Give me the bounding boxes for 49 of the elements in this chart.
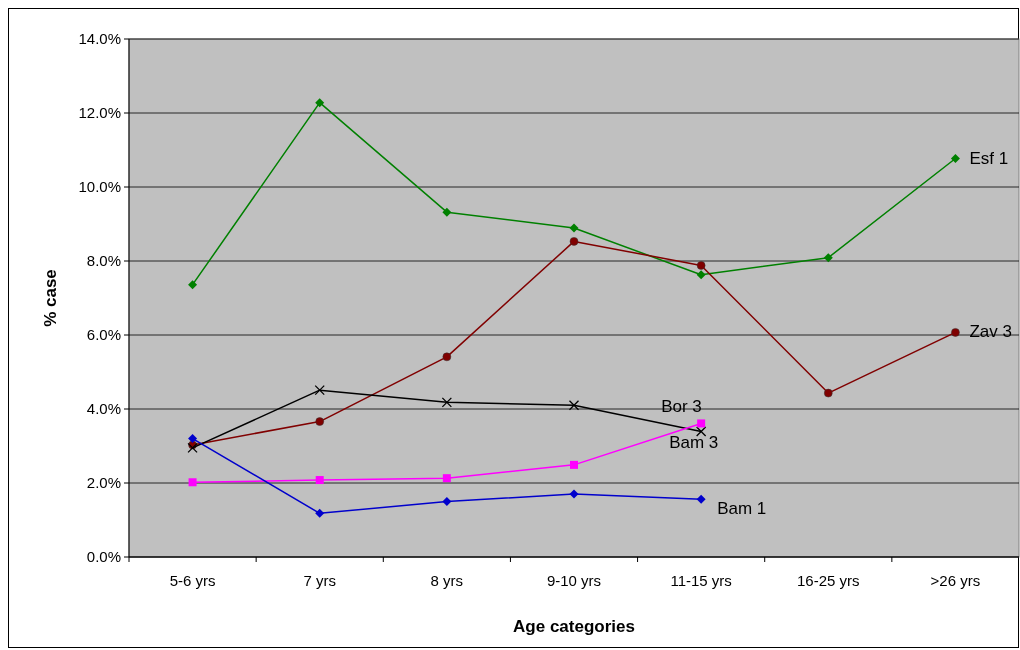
point [696,494,706,504]
point [188,478,197,487]
series-label: Esf 1 [969,148,1009,168]
x-tick-label: 5-6 yrs [169,572,216,589]
point [696,261,706,270]
point [570,460,578,469]
point [950,154,960,164]
point [823,253,833,263]
y-tick-label: 0.0% [86,548,121,566]
point [315,476,324,485]
point [951,328,960,337]
point [442,352,452,362]
point [569,223,579,233]
point [315,417,324,426]
point [697,419,706,428]
y-tick-label: 12.0% [78,104,121,122]
x-tick-label: 8 yrs [430,572,464,589]
point [696,270,706,280]
y-tick-label: 8.0% [86,252,121,270]
x-tick-label: 16-25 yrs [797,572,860,589]
series-label: Zav 3 [969,322,1012,342]
point [824,388,833,398]
y-tick-label: 14.0% [78,30,121,48]
point [315,508,325,518]
x-axis-title: Age categories [513,617,635,636]
x-tick-label: 9-10 yrs [546,572,602,589]
point [568,400,580,411]
series-label: Bam 3 [669,433,719,453]
y-axis-title: % case [41,269,60,327]
x-tick-label: 11-15 yrs [670,572,732,589]
point [441,397,453,408]
x-tick-label: >26 yrs [930,572,981,589]
series-label: Bor 3 [661,396,702,416]
point [314,384,325,396]
y-tick-label: 4.0% [86,400,121,418]
point [442,497,452,506]
point [188,280,198,290]
y-tick-label: 2.0% [86,474,121,492]
x-tick-label: 7 yrs [303,572,336,589]
point [442,207,452,217]
point [569,237,579,246]
y-tick-label: 10.0% [78,178,121,196]
y-tick-label: 6.0% [86,326,121,344]
series-label: Bam 1 [717,499,767,519]
point [695,426,707,437]
point [569,489,579,499]
point [442,474,451,483]
point [315,98,325,108]
point [188,434,198,444]
